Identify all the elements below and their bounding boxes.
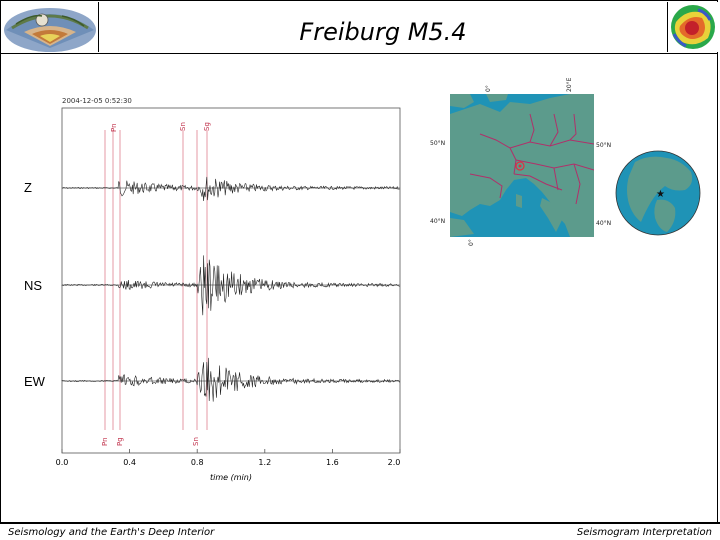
phase-label-bottom-pg: Pg [116, 437, 124, 446]
map-lon-label: 0° [468, 239, 475, 246]
x-tick-label: 1.2 [258, 458, 272, 467]
plot-frame [61, 107, 401, 454]
x-tick-label: 0.0 [55, 458, 69, 467]
star-icon: ★ [656, 189, 665, 200]
slide-title: Freiburg M5.4 [299, 18, 467, 46]
map-lon-label: 0° [485, 85, 492, 92]
phase-label-top-sn: Sn [179, 122, 187, 131]
footer-rule [0, 522, 720, 524]
footer-topic: Seismogram Interpretation [576, 527, 712, 538]
component-label-z: Z [24, 180, 32, 195]
trace-z [61, 176, 400, 202]
map-lat-label: 50°N [596, 142, 612, 149]
phase-label-top-sg: Sg [203, 122, 211, 131]
europe-map [450, 94, 594, 237]
footer-course-title: Seismology and the Earth's Deep Interior [8, 527, 215, 538]
trace-ew [61, 357, 400, 402]
content-area [0, 54, 718, 524]
component-label-ew: EW [24, 374, 45, 389]
globe-inset: ★ [615, 150, 701, 236]
x-tick-label: 0.4 [123, 458, 136, 467]
phase-label-bottom-pn: Pn [101, 437, 109, 446]
x-tick-label: 0.8 [190, 458, 204, 467]
x-axis-title: time (min) [210, 473, 252, 482]
map-lat-label: 50°N [430, 140, 446, 147]
phase-label-top-pn: Pn [110, 123, 118, 132]
epicenter-marker [515, 161, 525, 171]
x-tick-label: 2.0 [387, 458, 401, 467]
tomography-globe-logo [667, 2, 718, 52]
earth-cutaway-logo [2, 2, 99, 52]
component-label-ns: NS [24, 278, 43, 293]
event-timestamp: 2004-12-05 0:52:30 [62, 97, 132, 105]
map-lat-label: 40°N [430, 218, 446, 225]
x-tick-label: 1.6 [326, 458, 339, 467]
map-lat-label: 40°N [596, 220, 612, 227]
map-lon-label: 20°E [566, 77, 573, 92]
trace-ns [61, 255, 400, 316]
phase-label-bottom-sn: Sn [192, 437, 200, 446]
